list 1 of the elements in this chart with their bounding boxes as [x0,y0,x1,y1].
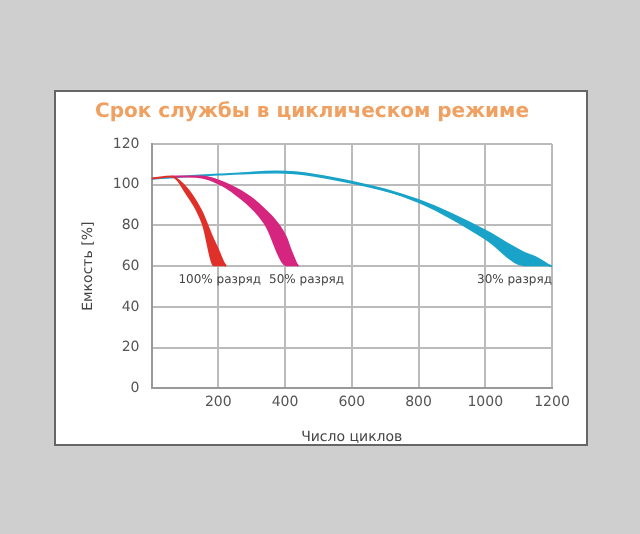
chart-title: Срок службы в циклическом режиме [95,101,530,124]
